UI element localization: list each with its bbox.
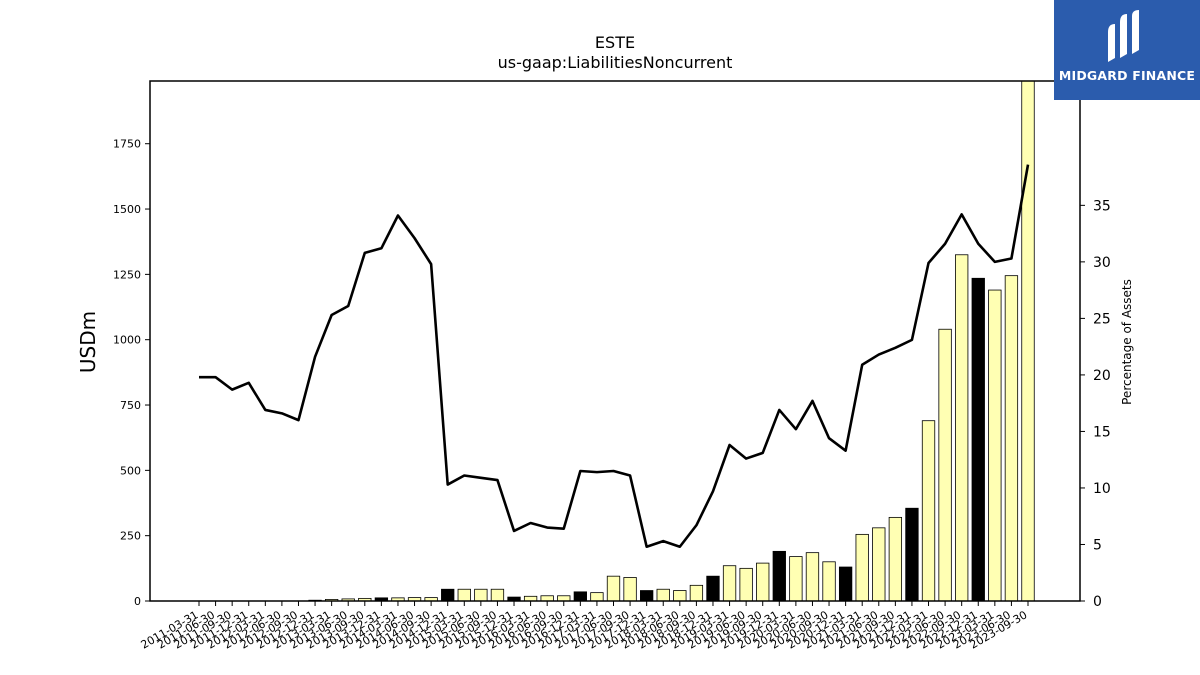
- bar: [872, 527, 886, 602]
- bar: [490, 588, 505, 602]
- y2-tick-label: 15: [1093, 424, 1111, 440]
- y2-tick-label: 25: [1093, 311, 1111, 327]
- plot-frame: [149, 80, 1081, 602]
- bar: [1004, 275, 1019, 602]
- bar: [706, 575, 720, 602]
- bar: [623, 577, 637, 602]
- bar: [772, 550, 786, 602]
- y2-tick-label: 10: [1093, 481, 1111, 497]
- bar: [855, 533, 869, 602]
- y2-tick-label: 5: [1093, 537, 1102, 553]
- bar: [474, 588, 488, 602]
- bar: [938, 328, 952, 602]
- y2-tick-label: 0: [1093, 594, 1102, 610]
- bar: [540, 595, 554, 602]
- y-tick-label: 1750: [113, 138, 141, 151]
- bar: [789, 556, 803, 602]
- bar: [905, 507, 919, 602]
- bar: [838, 566, 853, 602]
- logo-text: MIDGARD FINANCE: [1058, 68, 1196, 83]
- bar: [722, 565, 737, 602]
- bar: [1021, 80, 1035, 602]
- y-tick-label: 0: [134, 595, 141, 608]
- y-axis-label: USDm: [76, 311, 100, 373]
- y-tick-label: 500: [120, 464, 141, 477]
- bar: [656, 588, 670, 602]
- bar: [921, 420, 936, 602]
- bar: [888, 516, 903, 602]
- chart-title: ESTE: [595, 33, 635, 52]
- y-tick-label: 750: [120, 399, 141, 412]
- y2-tick-label: 20: [1093, 368, 1111, 384]
- y-tick-label: 1000: [113, 334, 141, 347]
- bar: [557, 595, 571, 602]
- y-tick-label: 1500: [113, 203, 141, 216]
- bar: [689, 584, 704, 602]
- bar: [971, 277, 985, 602]
- bar: [573, 591, 587, 602]
- bar: [805, 552, 820, 602]
- bar: [822, 561, 836, 602]
- midgard-logo-icon: [1108, 10, 1139, 62]
- bar: [988, 289, 1002, 602]
- y2-axis-label: Percentage of Assets: [1120, 279, 1134, 405]
- chart-marks: 2011-03-312011-06-302011-09-302011-12-31…: [113, 80, 1111, 652]
- chart-subtitle: us-gaap:LiabilitiesNoncurrent: [498, 53, 733, 72]
- bar: [739, 567, 753, 602]
- line-series: [199, 164, 1030, 549]
- bar: [441, 588, 455, 602]
- bar: [756, 562, 770, 602]
- bar: [955, 254, 969, 602]
- y2-tick-label: 30: [1093, 255, 1111, 271]
- bar: [590, 592, 604, 602]
- y-tick-label: 1250: [113, 268, 141, 281]
- y2-tick-label: 35: [1093, 198, 1111, 214]
- bar: [640, 590, 654, 602]
- brand-logo: MIDGARD FINANCE: [1054, 0, 1200, 100]
- bar: [673, 590, 687, 602]
- y-tick-label: 250: [120, 530, 141, 543]
- bar: [457, 588, 471, 602]
- bar: [606, 575, 621, 602]
